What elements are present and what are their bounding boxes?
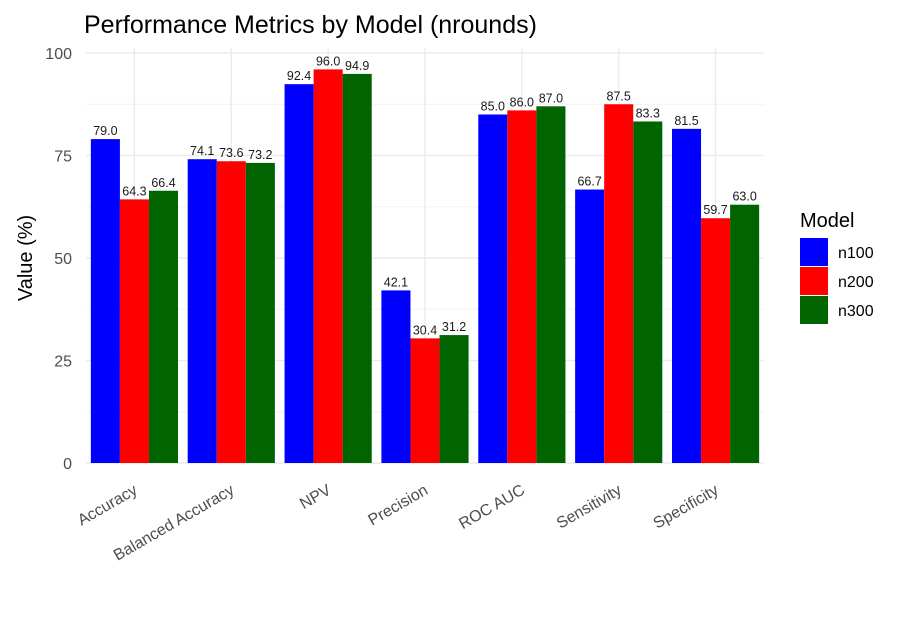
bar-n200 bbox=[507, 110, 537, 464]
bar-n200 bbox=[119, 199, 149, 463]
data-label: 63.0 bbox=[732, 190, 756, 204]
bar-n200 bbox=[216, 161, 246, 464]
data-label: 31.2 bbox=[442, 320, 466, 334]
y-tick-label: 50 bbox=[54, 251, 72, 268]
data-label: 64.3 bbox=[122, 184, 146, 198]
data-label: 83.3 bbox=[636, 106, 660, 120]
bar-n200 bbox=[701, 218, 731, 463]
bar-n100 bbox=[381, 290, 411, 463]
data-label: 59.7 bbox=[703, 203, 727, 217]
bar-n100 bbox=[671, 128, 702, 463]
x-tick-label: Accuracy bbox=[75, 482, 140, 530]
bar-n300 bbox=[148, 190, 179, 463]
chart-title: Performance Metrics by Model (nrounds) bbox=[84, 11, 537, 39]
legend-label: n200 bbox=[838, 274, 874, 291]
data-label: 30.4 bbox=[413, 323, 437, 337]
data-labels: 79.0 64.3 66.4 74.1 73.6 73.2 92.4 96.0 94.9 42.1… bbox=[93, 54, 757, 337]
bars bbox=[90, 69, 760, 464]
data-label: 73.6 bbox=[219, 146, 243, 160]
x-tick-label: ROC AUC bbox=[456, 482, 528, 533]
data-label: 96.0 bbox=[316, 54, 340, 68]
bar-n300 bbox=[730, 204, 760, 463]
legend-title: Model bbox=[800, 210, 854, 232]
bar-n100 bbox=[187, 159, 217, 463]
data-label: 79.0 bbox=[93, 124, 117, 138]
legend-key-n300 bbox=[800, 296, 828, 324]
y-axis-ticks: 0 25 50 75 100 bbox=[45, 46, 72, 473]
bar-n100 bbox=[90, 139, 120, 463]
data-label: 85.0 bbox=[481, 100, 505, 114]
bar-n300 bbox=[342, 73, 372, 463]
data-label: 66.4 bbox=[151, 176, 175, 190]
bar-n300 bbox=[536, 106, 566, 464]
legend: Model n100 n200 n300 bbox=[800, 210, 874, 324]
y-tick-label: 100 bbox=[45, 46, 72, 63]
x-tick-label: Specificity bbox=[651, 482, 722, 533]
bar-n300 bbox=[633, 121, 663, 463]
x-tick-label: Sensitivity bbox=[554, 482, 625, 533]
data-label: 87.5 bbox=[607, 89, 631, 103]
data-label: 94.9 bbox=[345, 59, 369, 73]
data-label: 66.7 bbox=[577, 175, 601, 189]
data-label: 87.0 bbox=[539, 91, 563, 105]
data-label: 81.5 bbox=[674, 114, 698, 128]
legend-label: n100 bbox=[838, 245, 874, 262]
data-label: 92.4 bbox=[287, 69, 311, 83]
y-tick-label: 0 bbox=[63, 456, 72, 473]
bar-n200 bbox=[313, 69, 343, 464]
bar-n100 bbox=[478, 114, 508, 463]
legend-key-n100 bbox=[800, 238, 828, 266]
y-tick-label: 75 bbox=[54, 149, 72, 166]
bar-n200 bbox=[604, 104, 634, 463]
bar-n100 bbox=[284, 84, 314, 463]
legend-label: n300 bbox=[838, 303, 874, 320]
data-label: 73.2 bbox=[248, 148, 272, 162]
x-tick-label: NPV bbox=[297, 482, 334, 513]
x-tick-label: Precision bbox=[366, 482, 431, 530]
y-axis-title: Value (%) bbox=[15, 215, 37, 301]
bar-n300 bbox=[245, 162, 275, 463]
data-label: 86.0 bbox=[510, 95, 534, 109]
bar-n100 bbox=[575, 189, 605, 463]
y-tick-label: 25 bbox=[54, 354, 72, 371]
data-label: 42.1 bbox=[384, 275, 408, 289]
bar-n200 bbox=[410, 338, 440, 463]
legend-key-n200 bbox=[800, 267, 828, 295]
bar-n300 bbox=[439, 335, 469, 463]
data-label: 74.1 bbox=[190, 144, 214, 158]
